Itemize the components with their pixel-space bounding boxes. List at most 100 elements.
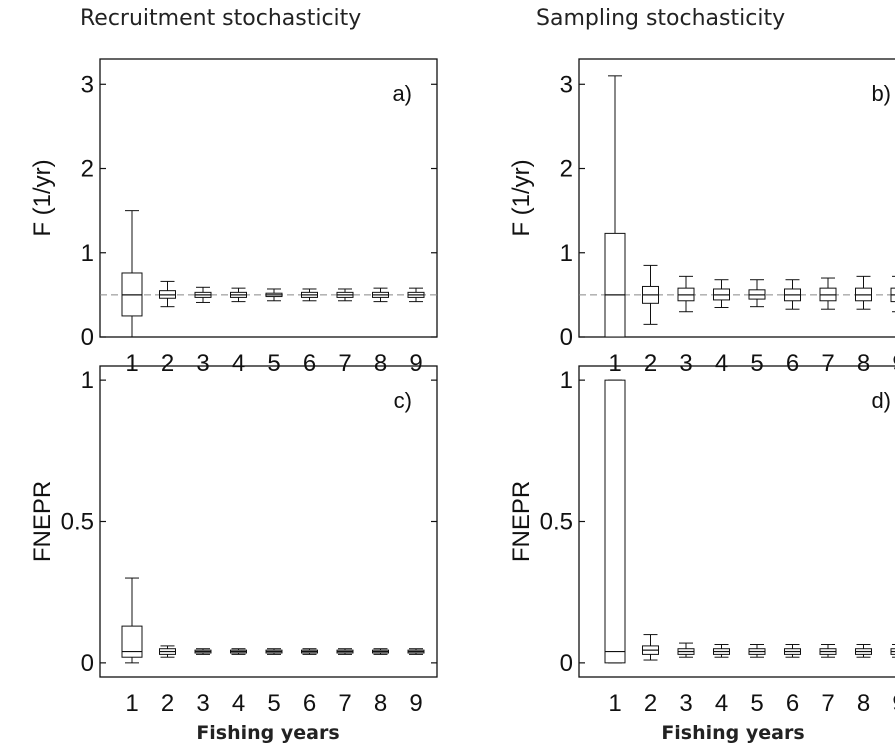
- x-tick-label: 7: [821, 690, 834, 717]
- axes-frame: [99, 365, 438, 678]
- box-3: [194, 286, 212, 303]
- box-2: [159, 280, 176, 308]
- box-4: [713, 643, 730, 658]
- box-5: [265, 288, 283, 302]
- y-tick-label: 0: [81, 650, 94, 677]
- x-tick-label: 1: [608, 350, 621, 377]
- box-1: [121, 210, 143, 338]
- box-7: [336, 288, 354, 302]
- y-axis-label: F (1/yr): [508, 159, 535, 236]
- y-tick-label: 1: [81, 367, 94, 394]
- box-3: [677, 275, 695, 313]
- y-tick-label: 0: [560, 324, 573, 351]
- x-tick-label: 6: [303, 690, 316, 717]
- panel-label: d): [871, 388, 891, 413]
- box-4: [713, 279, 730, 309]
- box-body: [604, 379, 626, 664]
- y-axis-label: FNEPR: [508, 481, 535, 562]
- y-tick-label: 1: [560, 240, 573, 267]
- box-6: [784, 279, 801, 310]
- panel-label: c): [394, 388, 412, 413]
- panel-label: a): [392, 81, 412, 106]
- x-tick-label: 1: [608, 690, 621, 717]
- x-tick-label: 9: [892, 350, 895, 377]
- x-tick-label: 4: [232, 350, 245, 377]
- x-tick-label: 9: [409, 690, 422, 717]
- box-6: [784, 643, 801, 658]
- box-8: [855, 643, 872, 658]
- column-title-left: Recruitment stochasticity: [80, 6, 362, 31]
- x-tick-label: 5: [267, 690, 280, 717]
- axes-frame: [578, 365, 895, 678]
- box-3: [677, 642, 695, 658]
- box-2: [159, 645, 176, 658]
- y-tick-label: 3: [81, 71, 94, 98]
- x-tick-label: 4: [232, 690, 245, 717]
- box-8: [855, 275, 872, 310]
- x-tick-label: 6: [786, 350, 799, 377]
- y-tick-label: 0: [81, 324, 94, 351]
- box-9: [890, 643, 895, 658]
- y-tick-label: 0.5: [540, 509, 573, 536]
- y-tick-label: 2: [560, 156, 573, 183]
- box-8: [372, 287, 389, 303]
- box-4: [230, 287, 247, 303]
- y-tick-label: 2: [81, 156, 94, 183]
- x-tick-label: 7: [338, 350, 351, 377]
- x-tick-label: 3: [679, 350, 692, 377]
- x-tick-label: 3: [196, 690, 209, 717]
- box-2: [642, 634, 659, 661]
- x-tick-label: 2: [644, 350, 657, 377]
- box-7: [819, 643, 837, 658]
- x-tick-label: 5: [267, 350, 280, 377]
- x-tick-label: 1: [125, 690, 138, 717]
- box-2: [642, 264, 659, 325]
- x-tick-label: 4: [715, 350, 728, 377]
- box-1: [121, 577, 143, 664]
- box-9: [890, 275, 895, 313]
- x-tick-label: 1: [125, 350, 138, 377]
- x-tick-label: 2: [161, 350, 174, 377]
- x-axis-label-right: Fishing years: [661, 722, 805, 744]
- panel-label: b): [871, 81, 891, 106]
- x-tick-label: 9: [892, 690, 895, 717]
- box-5: [748, 643, 766, 658]
- x-tick-label: 3: [679, 690, 692, 717]
- box-6: [301, 288, 318, 302]
- box-3: [194, 648, 212, 655]
- box-6: [301, 648, 318, 655]
- y-tick-label: 0: [560, 650, 573, 677]
- x-tick-label: 4: [715, 690, 728, 717]
- x-tick-label: 2: [644, 690, 657, 717]
- box-5: [748, 279, 766, 308]
- x-tick-label: 8: [857, 350, 870, 377]
- box-body: [604, 232, 626, 338]
- x-tick-label: 2: [161, 690, 174, 717]
- y-tick-label: 3: [560, 71, 573, 98]
- box-8: [372, 648, 389, 655]
- column-title-right: Sampling stochasticity: [536, 6, 786, 31]
- axes-frame: [99, 58, 438, 338]
- x-tick-label: 7: [338, 690, 351, 717]
- y-axis-label: FNEPR: [29, 481, 56, 562]
- box-1: [604, 379, 626, 664]
- box-body: [121, 625, 143, 658]
- box-7: [336, 648, 354, 655]
- x-tick-label: 9: [409, 350, 422, 377]
- box-9: [407, 287, 425, 303]
- x-tick-label: 8: [374, 350, 387, 377]
- x-tick-label: 8: [857, 690, 870, 717]
- box-4: [230, 648, 247, 655]
- x-tick-label: 7: [821, 350, 834, 377]
- box-7: [819, 277, 837, 310]
- y-axis-label: F (1/yr): [29, 159, 56, 236]
- x-tick-label: 8: [374, 690, 387, 717]
- x-tick-label: 5: [750, 350, 763, 377]
- y-tick-label: 1: [560, 367, 573, 394]
- x-axis-label-left: Fishing years: [196, 722, 340, 744]
